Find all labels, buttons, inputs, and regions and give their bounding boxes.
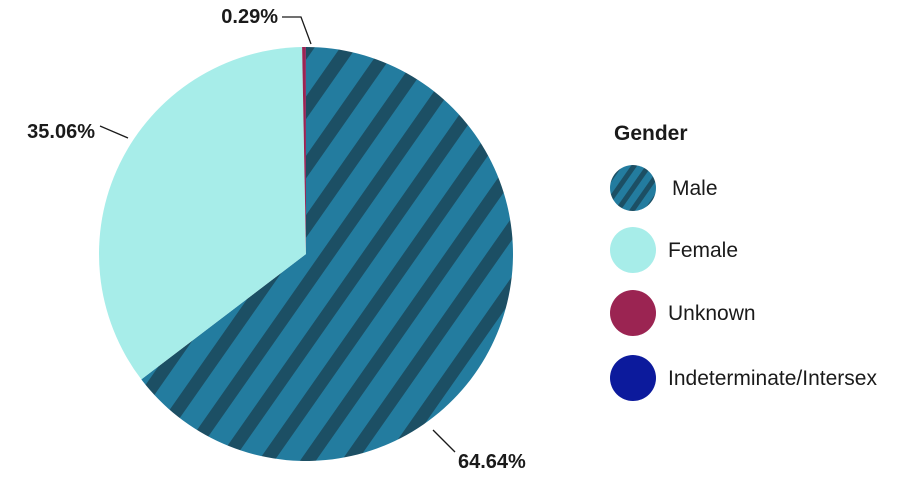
data-label-male: 64.64% — [458, 451, 526, 473]
legend: Gender Male Female Unknown Indeterminate/In… — [610, 122, 877, 401]
legend-swatch-male — [610, 165, 656, 211]
legend-title: Gender — [614, 122, 688, 145]
legend-label-unknown: Unknown — [668, 302, 756, 325]
leader-line-male — [432, 429, 456, 453]
leader-lines — [99, 16, 456, 453]
legend-label-male: Male — [672, 177, 718, 200]
legend-swatch-unknown — [610, 290, 656, 336]
data-labels: 64.64% 35.06% 0.29% — [27, 6, 526, 473]
legend-swatch-female — [610, 227, 656, 273]
data-label-female: 35.06% — [27, 121, 95, 143]
leader-line-unknown — [282, 16, 312, 45]
pie-slice-female — [99, 47, 306, 380]
leader-line-female — [99, 125, 129, 139]
pie-slice-male — [141, 47, 513, 461]
data-label-unknown: 0.29% — [221, 6, 278, 28]
pie-slice-unknown — [302, 47, 306, 254]
legend-swatch-indeterminate-intersex — [610, 355, 656, 401]
legend-label-female: Female — [668, 239, 738, 262]
legend-label-indeterminate-intersex: Indeterminate/Intersex — [668, 367, 877, 390]
pie-slices — [99, 47, 513, 461]
